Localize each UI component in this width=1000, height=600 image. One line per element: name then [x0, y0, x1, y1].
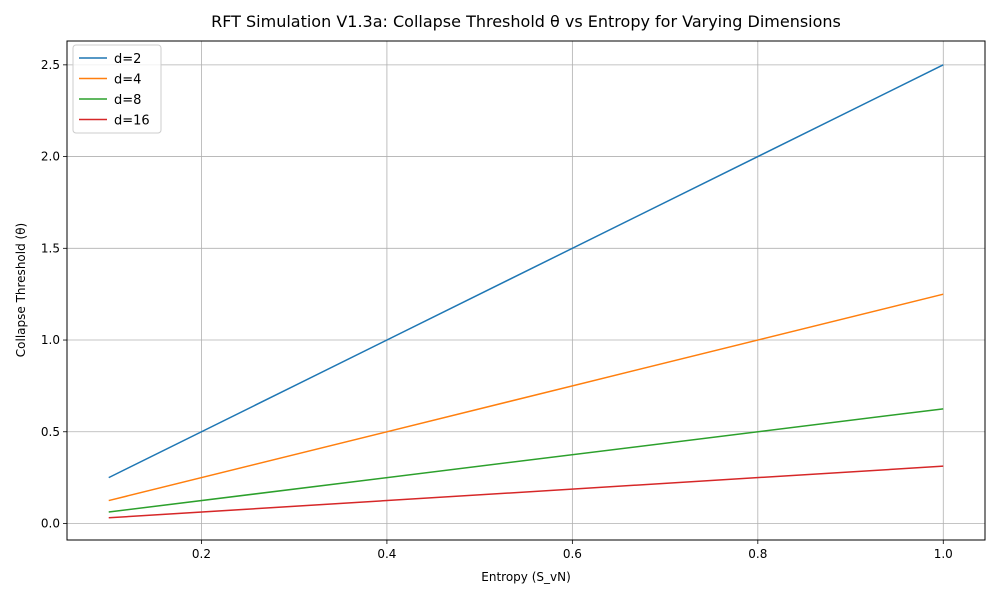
- legend-label: d=4: [114, 73, 141, 88]
- y-tick-label: 0.5: [41, 425, 60, 439]
- series-lines: [108, 64, 944, 519]
- plot-frame: [66, 40, 986, 541]
- legend-box: [72, 44, 162, 134]
- y-tick-label: 2.0: [41, 150, 60, 164]
- legend: d=2 d=4 d=8 d=16: [72, 44, 162, 134]
- legend-label: d=8: [114, 93, 141, 108]
- grid: [67, 41, 985, 540]
- y-axis-label: Collapse Threshold (θ): [14, 223, 28, 357]
- y-tick-label: 1.0: [41, 333, 60, 347]
- x-tick-label: 0.4: [377, 547, 396, 561]
- legend-label: d=16: [114, 114, 150, 129]
- y-axis: 0.0 0.5 1.0 1.5 2.0 2.5: [41, 58, 67, 530]
- series-line-d8: [108, 408, 944, 513]
- legend-label: d=2: [114, 52, 141, 67]
- x-tick-label: 1.0: [934, 547, 953, 561]
- chart-title: RFT Simulation V1.3a: Collapse Threshold…: [211, 12, 841, 31]
- series-line-d2: [108, 64, 944, 479]
- x-axis-label: Entropy (S_vN): [481, 570, 571, 584]
- x-axis: 0.2 0.4 0.6 0.8 1.0: [192, 540, 953, 561]
- series-line-d4: [108, 293, 944, 502]
- y-tick-label: 2.5: [41, 58, 60, 72]
- x-tick-label: 0.6: [563, 547, 582, 561]
- x-tick-label: 0.8: [748, 547, 767, 561]
- series-line-d16: [108, 465, 944, 519]
- x-tick-label: 0.2: [192, 547, 211, 561]
- y-tick-label: 1.5: [41, 241, 60, 255]
- y-tick-label: 0.0: [41, 516, 60, 530]
